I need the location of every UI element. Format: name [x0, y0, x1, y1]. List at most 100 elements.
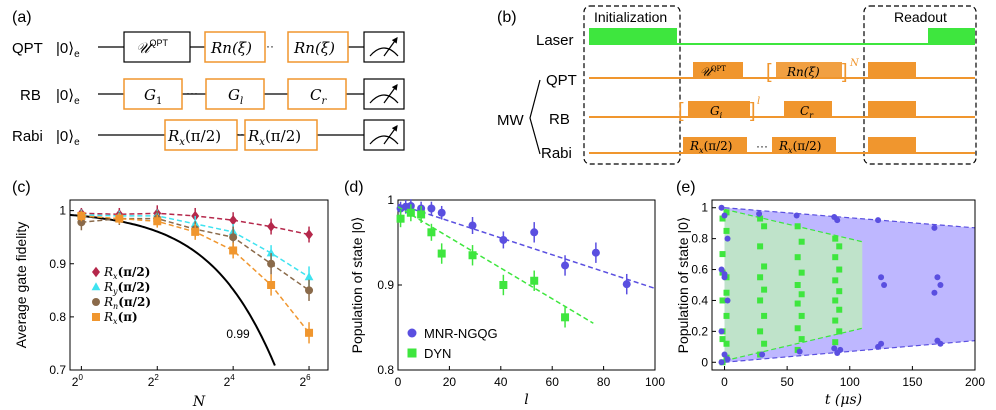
- data-point: [437, 208, 446, 217]
- data-point: [427, 204, 436, 213]
- gate-rn-2-label: Rn(ξ): [293, 39, 335, 57]
- rb-pulse-gi: [688, 101, 750, 117]
- data-point: [937, 340, 944, 347]
- x-tick-label: 150: [902, 375, 922, 389]
- data-point: [396, 214, 405, 223]
- data-point: [794, 282, 801, 288]
- measure-icon: [363, 119, 405, 151]
- data-point: [832, 277, 839, 284]
- legend-label: Rx(π/2): [103, 265, 150, 281]
- rb-power: l: [757, 96, 760, 107]
- panel-d-label: (d): [344, 179, 364, 196]
- qpt-pulse-u: [693, 62, 743, 78]
- data-point: [724, 356, 731, 363]
- legend-marker: [91, 282, 101, 291]
- qpt-power: N: [849, 58, 860, 69]
- gate-rx-1: [164, 119, 238, 151]
- mw-brace: [529, 79, 541, 155]
- x-tick-label: 0: [721, 375, 728, 389]
- data-point: [77, 218, 86, 227]
- gate-rx-2: [244, 119, 318, 151]
- panel-c: (c) 1 0.9 0.8 0.7 20 22 24 26 N Average gate fidel…: [12, 179, 329, 410]
- data-point: [723, 209, 730, 216]
- legend-marker: [92, 313, 100, 321]
- qpt-bracket-close: ]: [842, 61, 848, 83]
- data-point: [796, 348, 803, 355]
- data-point: [931, 289, 938, 296]
- init-box: [583, 5, 681, 165]
- envelope-line: [724, 340, 976, 363]
- data-point: [881, 282, 888, 288]
- panel-b-label: (b): [497, 9, 517, 26]
- data-point: [499, 281, 508, 289]
- x-tick-label: 60: [546, 375, 560, 389]
- legend-label: Ry(π/2): [103, 280, 150, 296]
- data-point: [305, 229, 314, 240]
- data-point: [794, 325, 801, 332]
- data-point: [875, 217, 882, 224]
- data-point: [723, 312, 730, 319]
- y-axis-label: Population of state |0⟩: [675, 217, 691, 354]
- readout-box: [863, 5, 977, 165]
- data-point: [721, 271, 728, 278]
- y-tick-label: 0.4: [691, 293, 708, 307]
- data-point: [798, 336, 805, 343]
- y-tick-label: 1: [59, 204, 66, 218]
- init-label: Initialization: [594, 9, 667, 25]
- wire-rb-ellipsis: ···: [186, 86, 198, 100]
- data-point: [832, 297, 839, 304]
- ket-rabi: |0⟩e: [56, 128, 80, 148]
- data-point: [761, 340, 768, 347]
- rabi-pulse-1-label: Rx(π/2): [689, 139, 733, 155]
- x-tick-label: 20: [72, 373, 84, 389]
- x-tick-label: 24: [224, 373, 236, 389]
- x-tick-label: 80: [597, 375, 611, 389]
- gate-u-qpt-label: 𝒰QPT: [136, 38, 169, 57]
- rabi-pulse-1: [683, 137, 747, 153]
- y-tick-label: 0.8: [691, 232, 708, 246]
- data-point: [530, 276, 539, 285]
- data-point: [304, 272, 314, 281]
- data-point: [721, 351, 728, 358]
- data-point: [622, 280, 631, 289]
- rb-bracket-close: ]: [750, 100, 756, 122]
- data-point: [305, 286, 314, 295]
- data-point: [761, 263, 768, 270]
- y-tick-label: 0.7: [49, 363, 66, 377]
- data-point: [77, 211, 86, 220]
- x-axis-label: t (μs): [825, 392, 862, 408]
- data-point: [836, 243, 843, 250]
- panel-c-label: (c): [12, 179, 31, 196]
- gate-rn-1-label: Rn(ξ): [210, 39, 252, 57]
- data-point: [561, 313, 570, 322]
- mw-channel-rabi: Rabi: [541, 145, 572, 162]
- rabi-readout-pulse: [868, 137, 916, 153]
- y-axis-label: Average gate fidelity: [13, 222, 29, 349]
- fit-line: [397, 203, 656, 290]
- data-point: [427, 228, 436, 237]
- data-point: [417, 210, 426, 219]
- data-point: [437, 249, 446, 258]
- legend-label: Rx(π): [103, 310, 138, 326]
- x-tick-label: 40: [494, 375, 508, 389]
- data-point: [229, 214, 238, 226]
- data-point: [832, 235, 839, 242]
- laser-pulse-readout: [928, 28, 975, 44]
- data-point: [794, 254, 801, 261]
- data-point: [719, 251, 726, 258]
- data-point: [832, 254, 839, 261]
- data-point: [153, 217, 162, 226]
- data-point: [191, 227, 200, 236]
- fit-line: [397, 206, 594, 324]
- mw-label: MW: [497, 112, 524, 129]
- panel-b: (b) Initialization Readout Laser MW QPT …: [497, 5, 977, 165]
- panel-a: (a) QPT |0⟩e ··· 𝒰QPT Rn(ξ) Rn(ξ) RB |0⟩…: [12, 9, 405, 151]
- data-point: [229, 233, 238, 242]
- y-tick-label: 0.9: [49, 257, 66, 271]
- y-tick-label: 1: [387, 193, 394, 207]
- gate-g1: [123, 78, 183, 110]
- y-tick-label: 0.2: [691, 324, 708, 338]
- data-point: [719, 297, 726, 304]
- laser-label: Laser: [536, 32, 574, 49]
- ket-qpt: |0⟩e: [56, 40, 80, 60]
